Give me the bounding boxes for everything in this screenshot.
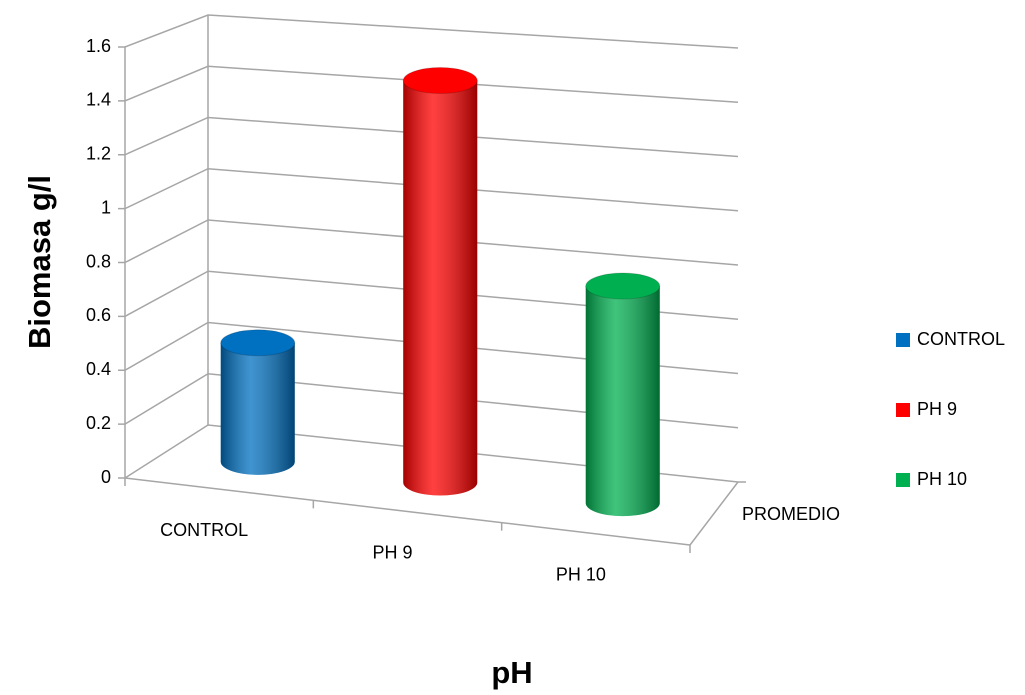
y-axis-title: Biomasa g/l [22, 175, 57, 349]
legend-label: PH 9 [917, 399, 957, 419]
x-tick-label: PH 9 [372, 542, 412, 562]
bar-top [220, 329, 296, 357]
x-tick-label: CONTROL [160, 520, 248, 540]
bar-top [585, 272, 661, 300]
x-tick-label: PH 10 [556, 565, 606, 585]
grid-line [124, 14, 739, 49]
x-axis-title: pH [491, 655, 532, 690]
y-tick-label: 1.4 [86, 90, 111, 110]
y-tick-label: 0 [101, 467, 111, 487]
legend-label: CONTROL [917, 329, 1005, 349]
y-tick-label: 1 [101, 197, 111, 217]
bar-shade [220, 342, 295, 475]
y-tick-label: 0.6 [86, 305, 111, 325]
legend-swatch [896, 333, 910, 347]
legend-swatch [896, 403, 910, 417]
x-axis [124, 477, 691, 546]
y-tick-label: 1.6 [86, 36, 111, 56]
y-tick-label: 0.2 [86, 413, 111, 433]
y-tick-label: 0.4 [86, 359, 111, 379]
legend-swatch [896, 473, 910, 487]
legend-label: PH 10 [917, 469, 967, 489]
bar-top [402, 67, 478, 95]
bar-shade [403, 80, 478, 496]
bar-shade [585, 286, 660, 517]
depth-label: PROMEDIO [742, 504, 840, 524]
y-tick-label: 1.2 [86, 144, 111, 164]
y-tick-label: 0.8 [86, 251, 111, 271]
depth-axis [689, 481, 739, 546]
